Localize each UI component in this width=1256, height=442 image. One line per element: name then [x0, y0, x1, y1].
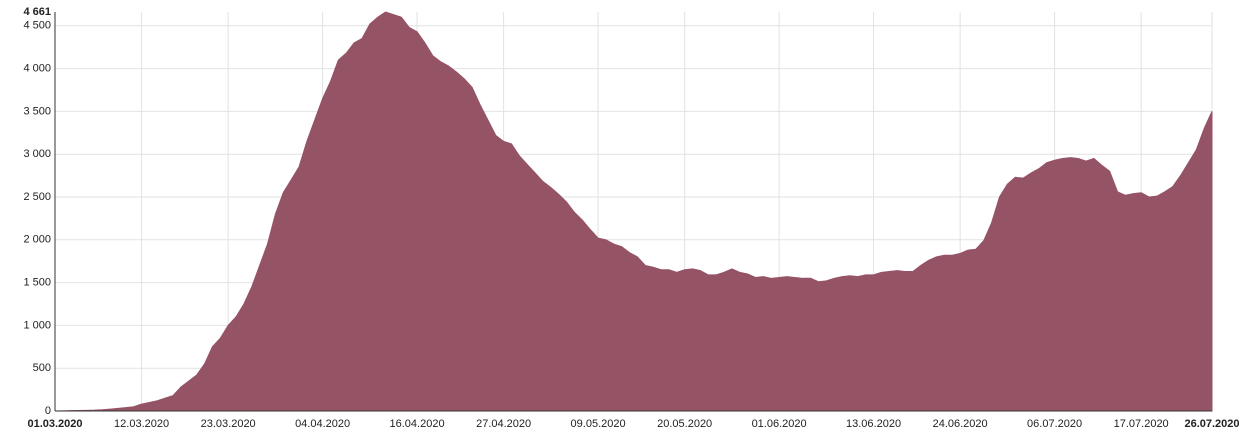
y-tick-label: 2 000 — [23, 234, 51, 246]
y-tick-label: 1 000 — [23, 319, 51, 331]
x-tick-label: 06.07.2020 — [1027, 418, 1082, 430]
y-tick-label: 4 000 — [23, 62, 51, 74]
x-tick-label: 12.03.2020 — [114, 418, 169, 430]
x-tick-label: 17.07.2020 — [1114, 418, 1169, 430]
y-tick-label: 4 661 — [23, 6, 51, 18]
y-tick-label: 4 500 — [23, 20, 51, 32]
x-tick-label: 23.03.2020 — [201, 418, 256, 430]
x-tick-label: 20.05.2020 — [657, 418, 712, 430]
y-tick-label: 500 — [33, 362, 51, 374]
y-tick-label: 1 500 — [23, 277, 51, 289]
x-tick-label: 01.03.2020 — [27, 418, 82, 430]
x-tick-label: 16.04.2020 — [390, 418, 445, 430]
x-tick-label: 09.05.2020 — [571, 418, 626, 430]
y-tick-label: 3 500 — [23, 105, 51, 117]
y-tick-label: 3 000 — [23, 148, 51, 160]
y-tick-label: 0 — [45, 405, 51, 417]
x-tick-label: 01.06.2020 — [752, 418, 807, 430]
x-tick-label: 24.06.2020 — [933, 418, 988, 430]
x-tick-label: 13.06.2020 — [846, 418, 901, 430]
x-tick-label: 26.07.2020 — [1184, 418, 1239, 430]
y-tick-label: 2 500 — [23, 191, 51, 203]
area — [54, 11, 1213, 412]
x-tick-label: 04.04.2020 — [295, 418, 350, 430]
x-tick-label: 27.04.2020 — [476, 418, 531, 430]
